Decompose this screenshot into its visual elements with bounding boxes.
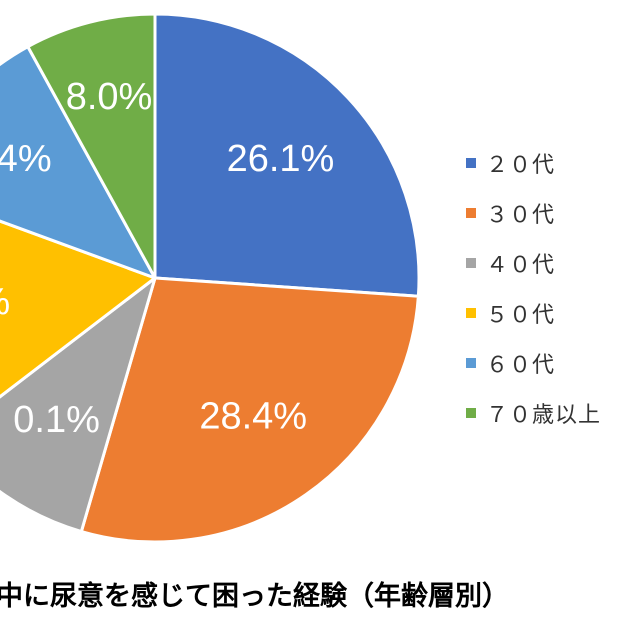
pie-slice-20s xyxy=(153,12,421,298)
legend-item-60s: ６０代 xyxy=(466,338,636,388)
data-label-50s: 0% xyxy=(0,281,10,323)
legend-item-20s: ２０代 xyxy=(466,138,636,188)
legend-swatch-40s xyxy=(466,258,476,268)
data-label-20s: 26.1% xyxy=(227,138,335,180)
legend-item-30s: ３０代 xyxy=(466,188,636,238)
data-label-70plus: 8.0% xyxy=(66,76,153,118)
pie-slice-60s xyxy=(0,45,157,280)
legend-swatch-20s xyxy=(466,158,476,168)
legend-swatch-30s xyxy=(466,208,476,218)
legend-label-40s: ４０代 xyxy=(486,253,556,278)
legend-label-20s: ２０代 xyxy=(486,153,556,178)
pie-slice-70plus xyxy=(26,12,157,280)
pie-slice-30s xyxy=(79,276,420,544)
legend-swatch-60s xyxy=(466,358,476,368)
legend-label-50s: ５０代 xyxy=(486,303,556,328)
legend-label-60s: ６０代 xyxy=(486,353,556,378)
pie-slice-40s xyxy=(0,276,157,534)
legend-item-40s: ４０代 xyxy=(466,238,636,288)
data-label-60s: .4% xyxy=(0,138,52,180)
legend-swatch-70plus xyxy=(466,408,476,418)
legend-item-50s: ５０代 xyxy=(466,288,636,338)
legend-item-70plus: ７０歳以上 xyxy=(466,388,636,438)
legend-label-30s: ３０代 xyxy=(486,203,556,228)
data-label-30s: 28.4% xyxy=(199,396,307,438)
legend-swatch-50s xyxy=(466,308,476,318)
chart-title: 中に尿意を感じて困った経験（年齢層別） xyxy=(0,581,509,612)
legend: ２０代 ３０代 ４０代 ５０代 ６０代 ７０歳以上 xyxy=(466,138,636,438)
data-label-40s: 0.1% xyxy=(13,399,100,441)
legend-label-70plus: ７０歳以上 xyxy=(486,403,602,428)
